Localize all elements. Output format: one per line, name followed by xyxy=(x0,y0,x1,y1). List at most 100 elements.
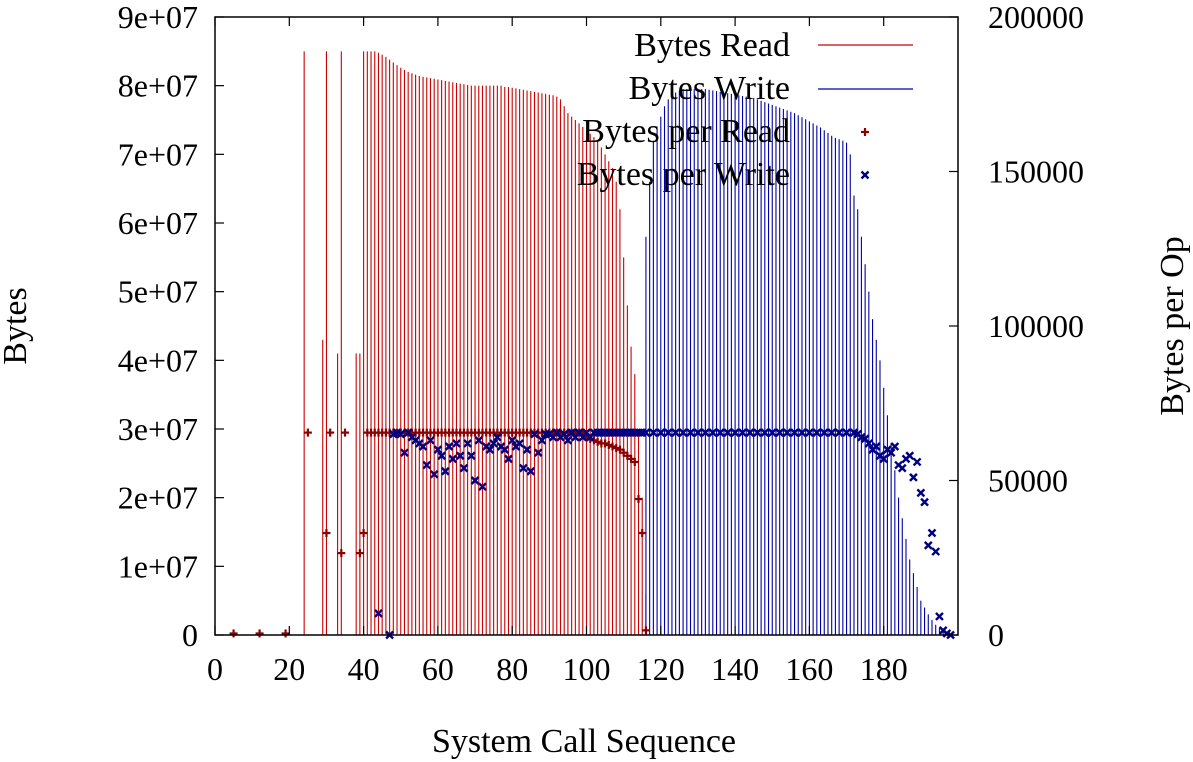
point-bytes-per-read-7 xyxy=(341,428,350,437)
point-bytes-per-write-71 xyxy=(649,428,658,437)
point-bytes-per-write-113 xyxy=(905,451,915,461)
legend-item-bytes-per-write: Bytes per Write xyxy=(577,156,870,193)
point-bytes-per-read-9 xyxy=(359,529,368,538)
point-bytes-per-write-34 xyxy=(507,435,517,445)
point-bytes-per-write-28 xyxy=(485,445,495,454)
y-tick-label-7: 7e+07 xyxy=(118,136,198,172)
legend-item-bytes-write: Bytes Write xyxy=(629,70,913,107)
point-bytes-per-write-77 xyxy=(693,428,703,437)
point-bytes-per-write-38 xyxy=(522,445,532,454)
point-bytes-per-read-1 xyxy=(255,629,264,638)
point-bytes-per-write-14 xyxy=(433,445,443,454)
point-bytes-per-write-92 xyxy=(805,428,814,437)
point-bytes-per-write-88 xyxy=(775,428,785,437)
legend: Bytes Read Bytes Write Bytes per Read By… xyxy=(577,27,913,193)
point-bytes-per-write-15 xyxy=(437,451,446,461)
point-bytes-per-write-20 xyxy=(455,451,465,461)
point-bytes-per-write-116 xyxy=(916,488,926,498)
point-bytes-per-write-39 xyxy=(526,466,536,476)
point-bytes-per-write-36 xyxy=(515,439,524,448)
point-bytes-per-write-48 xyxy=(559,429,569,439)
point-bytes-per-write-13 xyxy=(429,469,439,479)
x-tick-label-0: 0 xyxy=(207,651,223,687)
point-bytes-per-read-8 xyxy=(355,549,364,558)
point-bytes-per-write-19 xyxy=(452,439,461,448)
x-tick-label-5: 100 xyxy=(563,651,611,687)
point-bytes-per-write-95 xyxy=(827,428,837,437)
point-bytes-per-write-49 xyxy=(563,435,573,445)
x-tick-label-2: 40 xyxy=(348,651,380,687)
y2-tick-label-4: 200000 xyxy=(988,0,1084,35)
legend-label-bytes-per-write: Bytes per Write xyxy=(577,156,790,193)
point-bytes-per-write-104 xyxy=(871,442,881,451)
point-bytes-per-write-78 xyxy=(701,428,710,437)
point-bytes-per-write-117 xyxy=(920,497,929,507)
y-axis-title: Bytes xyxy=(0,287,34,364)
point-bytes-per-write-22 xyxy=(463,439,472,448)
x-tick-label-8: 160 xyxy=(785,651,833,687)
point-bytes-per-write-17 xyxy=(444,442,454,451)
y-tick-label-6: 6e+07 xyxy=(118,205,198,241)
x-tick-label-9: 180 xyxy=(860,651,908,687)
point-bytes-per-write-84 xyxy=(745,428,755,437)
point-bytes-per-write-121 xyxy=(935,612,944,621)
point-bytes-per-write-90 xyxy=(790,428,799,437)
x-tick-label-4: 80 xyxy=(496,651,528,687)
point-bytes-per-write-118 xyxy=(923,541,933,550)
point-bytes-per-read-82 xyxy=(630,457,639,466)
y-tick-label-3: 3e+07 xyxy=(118,411,198,447)
point-bytes-per-write-4 xyxy=(396,429,406,439)
point-bytes-per-write-91 xyxy=(797,428,807,437)
point-bytes-per-write-111 xyxy=(897,463,907,473)
point-bytes-per-write-41 xyxy=(533,448,543,458)
point-bytes-per-write-26 xyxy=(478,482,487,492)
point-bytes-per-read-4 xyxy=(322,529,331,538)
point-bytes-per-write-25 xyxy=(474,435,484,445)
point-bytes-per-write-0 xyxy=(374,609,383,618)
point-bytes-per-write-120 xyxy=(931,547,941,556)
point-bytes-per-read-5 xyxy=(326,428,335,437)
y-tick-label-9: 9e+07 xyxy=(118,0,198,35)
point-bytes-per-read-0 xyxy=(229,629,238,638)
point-bytes-per-write-5 xyxy=(400,448,409,458)
point-bytes-per-write-81 xyxy=(723,428,733,437)
point-bytes-per-write-102 xyxy=(864,439,874,448)
point-bytes-per-write-89 xyxy=(782,428,792,437)
legend-label-bytes-write: Bytes Write xyxy=(629,70,790,107)
point-bytes-per-write-23 xyxy=(466,451,476,461)
point-bytes-per-write-18 xyxy=(448,454,458,464)
point-bytes-per-write-32 xyxy=(500,445,510,454)
point-bytes-per-write-42 xyxy=(537,435,547,445)
point-bytes-per-write-33 xyxy=(504,454,513,464)
point-bytes-per-write-29 xyxy=(489,439,498,448)
point-bytes-per-write-119 xyxy=(927,528,937,538)
y-tick-label-0: 0 xyxy=(182,617,198,653)
point-bytes-per-write-74 xyxy=(671,428,681,437)
point-bytes-per-write-83 xyxy=(738,428,747,437)
point-bytes-per-write-93 xyxy=(812,428,822,437)
point-bytes-per-read-84 xyxy=(638,529,647,538)
point-bytes-per-read-2 xyxy=(281,629,290,638)
y-tick-label-8: 8e+07 xyxy=(118,68,198,104)
legend-item-bytes-read: Bytes Read xyxy=(634,27,913,64)
point-bytes-per-write-30 xyxy=(492,432,502,442)
point-bytes-per-write-114 xyxy=(909,473,918,482)
point-bytes-per-write-24 xyxy=(470,476,480,485)
y2-tick-label-3: 150000 xyxy=(988,154,1084,190)
x-tick-label-1: 20 xyxy=(273,651,305,687)
legend-marker-bytes-per-read xyxy=(861,128,869,136)
point-bytes-per-read-83 xyxy=(634,495,643,504)
axis-titles: System Call Sequence Bytes Bytes per Op xyxy=(0,236,1191,760)
point-bytes-per-write-94 xyxy=(819,428,829,437)
point-bytes-per-write-115 xyxy=(912,457,922,467)
legend-marker-bytes-per-write xyxy=(860,170,870,180)
y-tick-label-2: 2e+07 xyxy=(118,480,198,516)
legend-label-bytes-per-read: Bytes per Read xyxy=(582,113,790,150)
point-bytes-per-write-73 xyxy=(663,428,673,437)
point-bytes-per-write-16 xyxy=(440,466,450,476)
point-bytes-per-write-11 xyxy=(422,460,432,470)
point-bytes-per-write-70 xyxy=(641,428,651,437)
y2-tick-label-1: 50000 xyxy=(988,463,1068,499)
y-tick-label-4: 4e+07 xyxy=(118,342,198,378)
